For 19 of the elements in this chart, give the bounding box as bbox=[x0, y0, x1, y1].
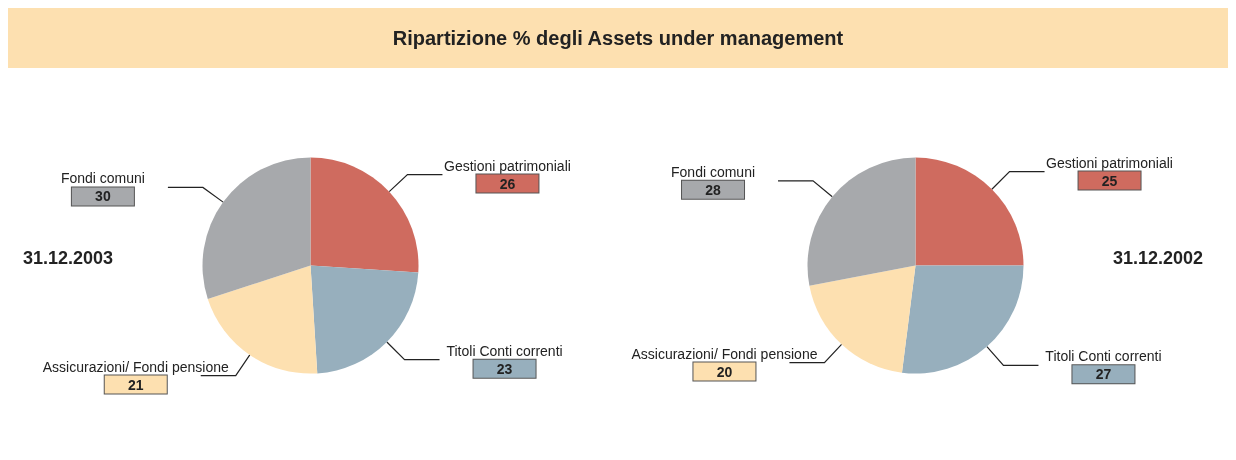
slice-label: Gestioni patrimoniali bbox=[1046, 154, 1173, 171]
slice-label: Fondi comuni bbox=[671, 163, 756, 180]
slice-label: Fondi comuni bbox=[60, 170, 145, 187]
text: 31.12.2003 bbox=[23, 248, 114, 268]
text: 31.12.2002 bbox=[1112, 248, 1204, 268]
text: Ripartizione % degli Assets under management bbox=[8, 8, 1228, 68]
slice-label: Gestioni patrimoniali bbox=[444, 157, 571, 174]
data-label: 25 bbox=[1101, 172, 1118, 189]
slice-label: Assicurazioni/ Fondi pensione bbox=[42, 358, 229, 375]
slice-label: Titoli Conti correnti bbox=[1045, 348, 1162, 365]
data-label: 21 bbox=[127, 376, 144, 393]
data-label: 30 bbox=[95, 188, 111, 205]
slice-label: Titoli Conti correnti bbox=[446, 342, 563, 359]
slice-label: Assicurazioni/ Fondi pensione bbox=[631, 345, 818, 362]
data-label: 28 bbox=[705, 181, 722, 198]
data-label: 23 bbox=[496, 360, 513, 377]
data-label: 26 bbox=[499, 175, 516, 192]
data-label: 20 bbox=[716, 363, 733, 380]
data-label: 27 bbox=[1095, 366, 1112, 383]
